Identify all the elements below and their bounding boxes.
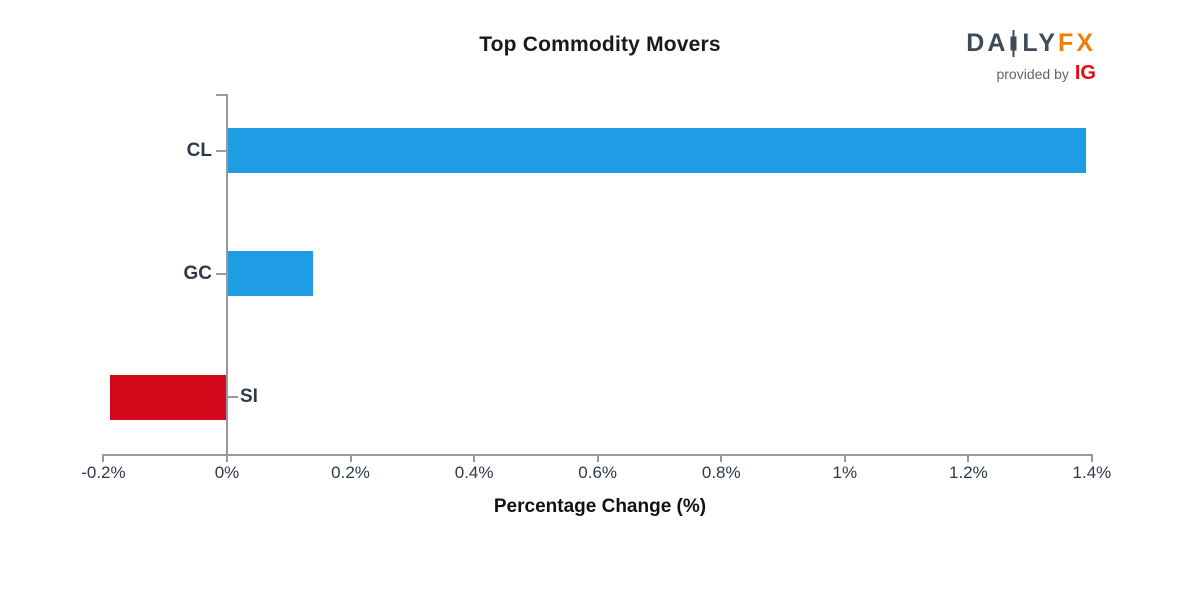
- bar-GC: [227, 251, 314, 296]
- dailyfx-logo: DA LY FX provided by IG: [966, 30, 1096, 85]
- x-tick-label: 1%: [832, 463, 858, 482]
- x-tick-label: 0%: [214, 463, 240, 482]
- x-tick-label: 1.4%: [1072, 463, 1112, 482]
- dailyfx-wordmark: DA LY FX: [966, 30, 1096, 57]
- chart-title: Top Commodity Movers: [479, 33, 721, 56]
- provided-by-text: provided by: [996, 65, 1069, 82]
- logo-text-da: DA: [966, 29, 1009, 57]
- y-tick: [228, 396, 238, 398]
- candlestick-icon: [1010, 30, 1017, 57]
- x-tick: [720, 456, 723, 462]
- x-tick: [102, 456, 105, 462]
- bar-SI: [109, 374, 227, 420]
- y-axis-line: [226, 94, 228, 462]
- x-tick: [1090, 456, 1093, 462]
- logo-text-ly: LY: [1022, 29, 1059, 57]
- category-label-GC: GC: [183, 262, 213, 284]
- category-label-CL: CL: [186, 139, 212, 161]
- x-tick: [473, 456, 476, 462]
- y-axis-end-tick: [216, 94, 226, 96]
- x-tick-label: 0.8%: [701, 463, 741, 482]
- y-tick: [216, 272, 226, 275]
- x-tick-label: 0.4%: [454, 463, 494, 482]
- x-axis-line: [102, 454, 1093, 456]
- x-tick: [843, 456, 846, 462]
- x-tick-label: -0.2%: [81, 463, 126, 482]
- x-tick-label: 0.6%: [578, 463, 618, 482]
- bar-CL: [227, 128, 1086, 173]
- logo-tagline: provided by IG: [996, 62, 1096, 85]
- x-tick: [596, 456, 599, 462]
- x-tick: [349, 456, 352, 462]
- x-tick: [967, 456, 970, 462]
- category-label-SI: SI: [240, 386, 258, 407]
- x-axis-title: Percentage Change (%): [493, 496, 707, 517]
- y-tick: [216, 149, 226, 152]
- x-tick-label: 1.2%: [948, 463, 988, 482]
- ig-logo: IG: [1074, 62, 1096, 84]
- x-tick-label: 0.2%: [331, 463, 370, 482]
- logo-text-fx: FX: [1058, 29, 1096, 57]
